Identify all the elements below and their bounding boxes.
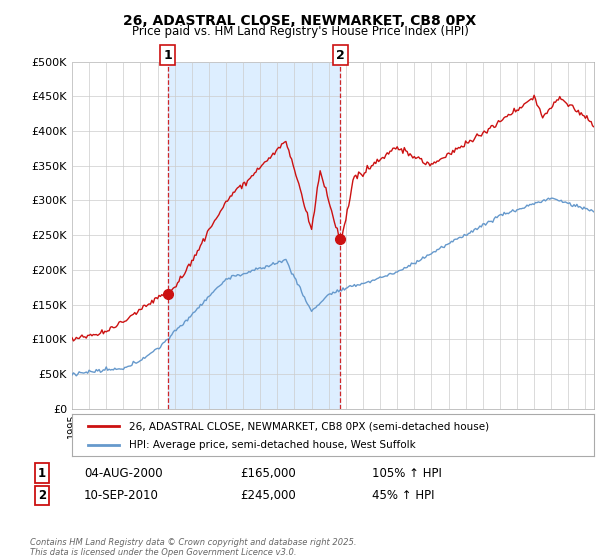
Text: 10-SEP-2010: 10-SEP-2010 [84, 489, 159, 502]
Text: 45% ↑ HPI: 45% ↑ HPI [372, 489, 434, 502]
Text: 04-AUG-2000: 04-AUG-2000 [84, 466, 163, 480]
Text: 26, ADASTRAL CLOSE, NEWMARKET, CB8 0PX (semi-detached house): 26, ADASTRAL CLOSE, NEWMARKET, CB8 0PX (… [130, 421, 490, 431]
Text: 105% ↑ HPI: 105% ↑ HPI [372, 466, 442, 480]
Text: £165,000: £165,000 [240, 466, 296, 480]
Text: 2: 2 [336, 49, 344, 62]
Text: £245,000: £245,000 [240, 489, 296, 502]
Text: Contains HM Land Registry data © Crown copyright and database right 2025.
This d: Contains HM Land Registry data © Crown c… [30, 538, 356, 557]
Bar [167, 62, 340, 409]
Text: 1: 1 [163, 49, 172, 62]
Text: 1: 1 [38, 466, 46, 480]
Text: 26, ADASTRAL CLOSE, NEWMARKET, CB8 0PX: 26, ADASTRAL CLOSE, NEWMARKET, CB8 0PX [124, 14, 476, 28]
Text: HPI: Average price, semi-detached house, West Suffolk: HPI: Average price, semi-detached house,… [130, 440, 416, 450]
Text: Price paid vs. HM Land Registry's House Price Index (HPI): Price paid vs. HM Land Registry's House … [131, 25, 469, 38]
Text: 2: 2 [38, 489, 46, 502]
